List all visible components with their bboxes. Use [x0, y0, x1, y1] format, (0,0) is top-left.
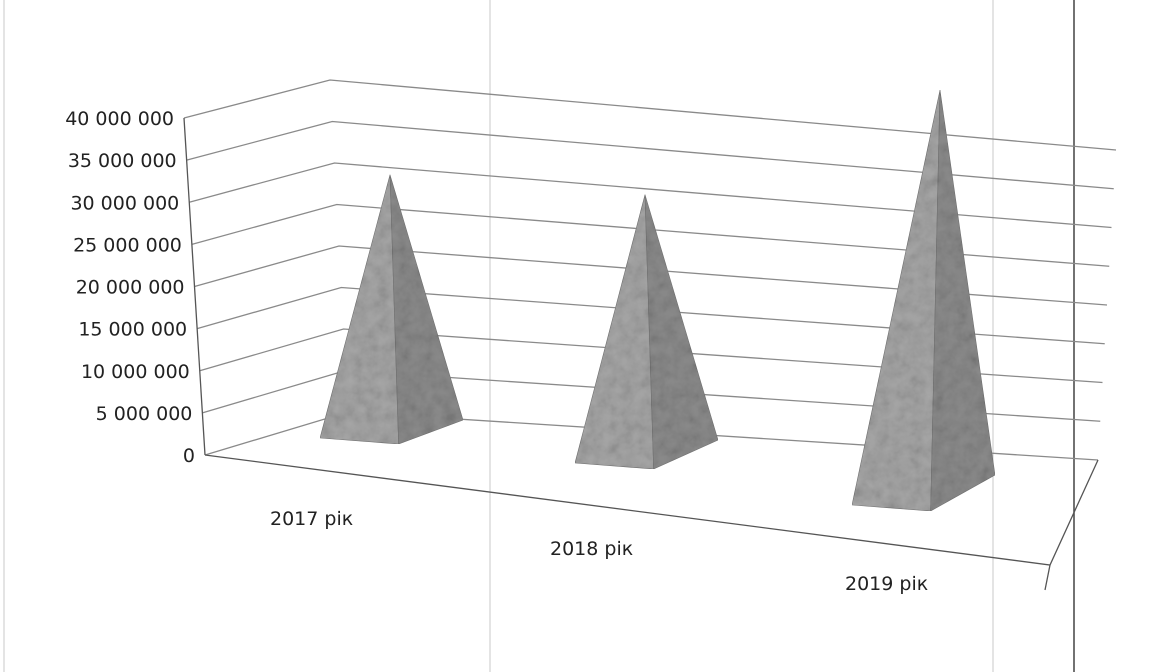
- y-tick-label: 20 000 000: [76, 277, 185, 299]
- pyramid-face-side: [930, 90, 996, 512]
- pyramid-face-front: [574, 194, 654, 470]
- plot-frame: [183, 117, 1099, 591]
- y-tick-label: 40 000 000: [65, 108, 174, 130]
- pyramid-face-front: [851, 90, 941, 512]
- pyramids: [319, 90, 996, 512]
- pyramid-face-side: [389, 174, 464, 445]
- gridline: [199, 328, 1103, 384]
- y-tick-label: 30 000 000: [70, 192, 179, 214]
- gridline: [196, 286, 1105, 345]
- y-tick-label: 0: [183, 445, 195, 467]
- y-axis-line: [183, 117, 206, 456]
- y-axis-ticks: 0 5 000 000 10 000 000 15 000 000 20 000 000…: [65, 108, 195, 467]
- gridline: [189, 162, 1112, 229]
- pyramid-bar: [574, 194, 719, 470]
- y-tick-label: 35 000 000: [68, 150, 177, 172]
- floor-depth-edge: [1044, 564, 1051, 591]
- x-category-label: 2019 рік: [845, 573, 928, 595]
- y-tick-label: 5 000 000: [96, 403, 193, 425]
- gridline: [183, 79, 1117, 151]
- x-category-label: 2017 рік: [270, 508, 353, 530]
- pyramid-bar: [319, 174, 464, 445]
- pyramid-face-front: [319, 174, 399, 445]
- y-tick-label: 10 000 000: [81, 361, 190, 383]
- gridline: [194, 245, 1108, 306]
- gridline: [191, 203, 1110, 267]
- pyramid-bar: [851, 90, 996, 512]
- pyramid-face-side: [644, 194, 719, 470]
- gridline: [186, 120, 1114, 190]
- y-tick-label: 25 000 000: [73, 234, 182, 256]
- x-axis-labels: 2017 рік 2018 рік 2019 рік: [270, 508, 928, 595]
- x-category-label: 2018 рік: [550, 538, 633, 560]
- y-tick-label: 15 000 000: [78, 319, 187, 341]
